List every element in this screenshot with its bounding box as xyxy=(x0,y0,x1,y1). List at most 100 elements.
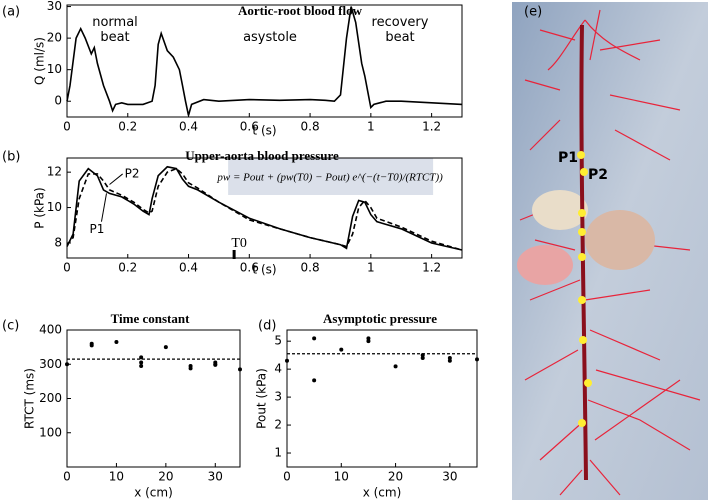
point xyxy=(339,347,344,352)
y-axis-label: P (kPa) xyxy=(33,187,47,228)
plot-frame xyxy=(66,329,241,468)
fit-region xyxy=(228,158,434,195)
point xyxy=(139,360,144,365)
y-tick-label: 200 xyxy=(39,391,62,405)
point xyxy=(285,358,289,363)
x-tick-label: 1.2 xyxy=(422,120,441,134)
legend-arrow xyxy=(100,193,107,222)
point xyxy=(139,355,144,360)
annotation: asystole xyxy=(243,30,297,45)
panel-label: (a) xyxy=(2,5,20,20)
chart-title: Aortic-root blood flow xyxy=(238,3,363,18)
x-axis-label: t (s) xyxy=(252,263,276,277)
y-tick-label: 8 xyxy=(54,235,62,249)
y-tick-label: 2 xyxy=(274,418,282,432)
annotation-text: recovery beat xyxy=(371,15,429,45)
point-label: P1 xyxy=(558,150,578,166)
x-tick-label: 0.8 xyxy=(301,120,320,134)
organ xyxy=(532,190,588,230)
x-tick-label: 0.4 xyxy=(179,261,198,275)
point xyxy=(65,362,69,367)
x-tick-label: 0.8 xyxy=(301,261,320,275)
y-tick-label: 400 xyxy=(39,323,62,337)
point xyxy=(447,358,452,363)
series-line xyxy=(66,165,463,251)
legend-label: P1 xyxy=(89,222,104,236)
x-tick-label: 30 xyxy=(442,470,457,484)
y-axis-label: Q (ml/s) xyxy=(33,37,47,85)
point xyxy=(420,353,425,358)
point xyxy=(188,366,193,371)
annotation: recovery beat xyxy=(371,15,429,45)
x-tick-label: 0.2 xyxy=(118,261,137,275)
y-tick-label: 5 xyxy=(274,334,282,348)
y-tick-label: 30 xyxy=(47,0,62,13)
x-axis-label: x (cm) xyxy=(363,486,402,500)
x-tick-label: 0.6 xyxy=(240,120,259,134)
chart-title: Time constant xyxy=(111,311,191,326)
y-axis-label: Pout (kPa) xyxy=(255,368,269,429)
point xyxy=(114,339,119,344)
annotation: normal beat xyxy=(92,15,138,45)
plot-frame xyxy=(286,329,478,468)
point-label: P2 xyxy=(588,167,608,183)
x-axis-label: t (s) xyxy=(252,124,276,138)
plot-frame xyxy=(66,4,463,118)
y-tick-label: 0 xyxy=(54,94,62,108)
point xyxy=(312,378,317,383)
point xyxy=(213,362,218,367)
point xyxy=(89,343,94,348)
point xyxy=(420,355,425,360)
x-tick-label: 0.2 xyxy=(118,120,137,134)
sample-points xyxy=(577,151,592,427)
point xyxy=(238,367,242,372)
x-tick-label: 1.2 xyxy=(422,261,441,275)
organ xyxy=(517,245,573,285)
point xyxy=(393,364,398,369)
x-tick-label: 10 xyxy=(334,470,349,484)
panel-label: (c) xyxy=(2,319,19,334)
panel-label: (d) xyxy=(258,319,276,334)
x-tick-label: 0 xyxy=(63,470,71,484)
annotation-text: normal beat xyxy=(92,15,138,45)
point xyxy=(312,336,317,341)
point xyxy=(447,355,452,360)
x-tick-label: 1 xyxy=(367,120,375,134)
y-tick-label: 1 xyxy=(274,446,282,460)
chart-title: Upper-aorta blood pressure xyxy=(185,148,339,163)
point xyxy=(139,363,144,368)
y-tick-label: 12 xyxy=(47,165,62,179)
legend-label: P2 xyxy=(125,166,140,180)
x-tick-label: 0.6 xyxy=(240,261,259,275)
point xyxy=(163,345,168,350)
y-tick-label: 300 xyxy=(39,357,62,371)
y-tick-label: 100 xyxy=(39,425,62,439)
organ xyxy=(585,210,655,270)
point xyxy=(366,336,371,341)
y-axis-label: RTCT (ms) xyxy=(23,368,37,429)
y-tick-label: 10 xyxy=(47,62,62,76)
photo-panel: P1 P2 (e) xyxy=(512,2,708,500)
marker-label: T0 xyxy=(231,236,247,251)
x-tick-label: 0 xyxy=(283,470,291,484)
x-tick-label: 20 xyxy=(158,470,173,484)
y-tick-label: 20 xyxy=(47,31,62,45)
y-tick-label: 10 xyxy=(47,200,62,214)
chart-title: Asymptotic pressure xyxy=(323,311,437,326)
y-tick-label: 4 xyxy=(274,362,282,376)
panel-label: (e) xyxy=(524,5,542,20)
point xyxy=(366,339,371,344)
series-line xyxy=(66,6,463,116)
x-tick-label: 30 xyxy=(208,470,223,484)
y-tick-label: 3 xyxy=(274,390,282,404)
point xyxy=(475,357,479,362)
x-axis-label: x (cm) xyxy=(134,486,173,500)
panel-label: (b) xyxy=(2,150,20,165)
x-tick-label: 1 xyxy=(367,261,375,275)
x-tick-label: 20 xyxy=(388,470,403,484)
x-tick-label: 0.4 xyxy=(179,120,198,134)
x-tick-label: 10 xyxy=(109,470,124,484)
series-line xyxy=(66,167,463,251)
annotation-text: asystole xyxy=(243,30,297,45)
